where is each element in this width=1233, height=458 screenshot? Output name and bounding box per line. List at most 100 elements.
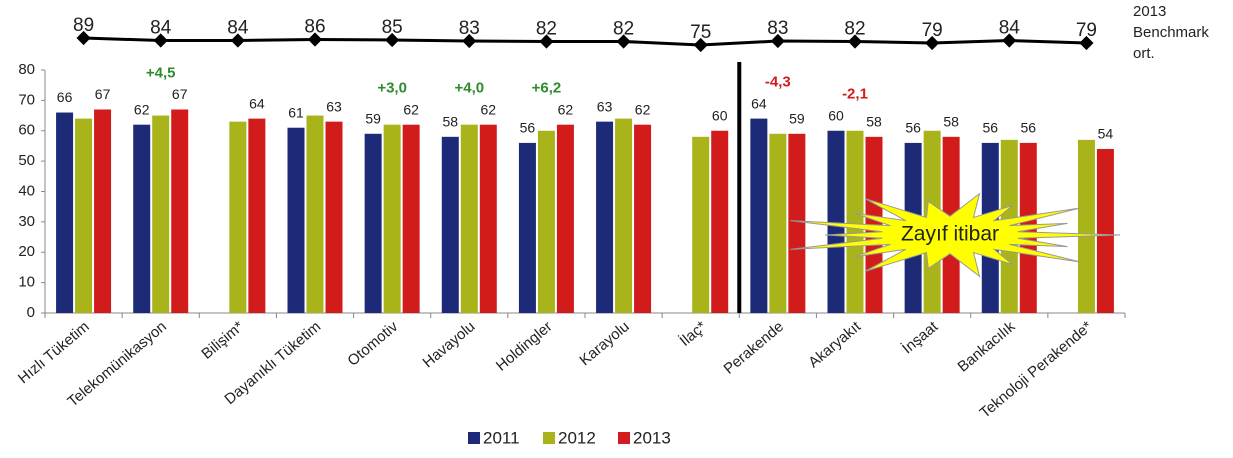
data-label: 60 xyxy=(828,107,844,123)
benchmark-label: 86 xyxy=(304,17,325,38)
data-label: 62 xyxy=(480,101,496,117)
x-tick-label: İlaç* xyxy=(676,317,710,350)
data-label: 66 xyxy=(57,89,73,105)
data-label: 62 xyxy=(134,101,150,117)
x-tick-label-group: Bankacılık xyxy=(954,318,1018,376)
benchmark-marker xyxy=(539,34,554,49)
x-tick-label-group: İlaç* xyxy=(676,317,710,350)
bar xyxy=(75,118,93,313)
benchmark-label: 89 xyxy=(73,15,94,36)
x-tick-label-group: Karayolu xyxy=(576,318,632,369)
data-label: 61 xyxy=(288,104,304,120)
data-label: 62 xyxy=(635,101,651,117)
benchmark-marker xyxy=(1079,35,1094,51)
x-tick-label-group: Havayolu xyxy=(420,318,479,371)
callout-text: Zayıf itibar xyxy=(901,223,999,246)
bar xyxy=(133,124,151,313)
benchmark-name-line: ort. xyxy=(1133,45,1155,62)
bar xyxy=(402,124,420,313)
bar xyxy=(248,118,266,313)
benchmark-name-line: Benchmark xyxy=(1133,24,1209,41)
legend-swatch xyxy=(468,432,480,444)
data-label: 63 xyxy=(326,98,342,114)
data-label: 59 xyxy=(789,110,805,126)
data-label: 56 xyxy=(905,120,921,136)
benchmark-label: 84 xyxy=(150,18,172,39)
bar xyxy=(325,121,343,313)
bar xyxy=(56,112,74,314)
legend-swatch xyxy=(543,432,555,444)
y-tick-label: 70 xyxy=(18,91,35,108)
bar xyxy=(537,130,555,313)
x-tick-label: Hızlı Tüketim xyxy=(15,318,93,387)
bar xyxy=(634,124,652,313)
data-label: 62 xyxy=(558,101,574,117)
bar xyxy=(518,142,536,313)
benchmark-label: 83 xyxy=(459,18,480,39)
x-tick-label-group: Bilişim* xyxy=(198,318,247,363)
x-tick-label-group: Otomotiv xyxy=(344,318,401,370)
annotation: -4,3 xyxy=(765,74,791,91)
bar xyxy=(1077,139,1095,313)
legend-swatch xyxy=(618,432,630,444)
bar xyxy=(229,121,247,313)
annotation: +4,5 xyxy=(146,64,176,81)
bar xyxy=(152,115,170,313)
benchmark-label: 85 xyxy=(382,17,403,38)
benchmark-marker xyxy=(616,34,631,49)
x-tick-label-group: İnşaat xyxy=(898,317,942,358)
x-tick-label: Holdingler xyxy=(493,318,556,374)
bar xyxy=(94,109,112,313)
data-label: 67 xyxy=(95,86,111,102)
x-tick-label-group: Hızlı Tüketim xyxy=(15,318,93,387)
bar xyxy=(596,121,614,313)
bar xyxy=(769,133,787,313)
data-label: 60 xyxy=(712,107,728,123)
bar xyxy=(556,124,574,313)
bar xyxy=(788,133,806,313)
data-label: 56 xyxy=(982,120,998,136)
bar xyxy=(846,130,864,313)
bar xyxy=(460,124,478,313)
data-label: 56 xyxy=(520,120,536,136)
bar xyxy=(441,136,459,313)
bar xyxy=(383,124,401,313)
benchmark-label: 79 xyxy=(1076,20,1097,41)
bar xyxy=(1096,148,1114,313)
benchmark-marker xyxy=(307,32,323,47)
benchmark-label: 75 xyxy=(690,22,711,43)
benchmark-marker xyxy=(385,32,400,48)
bar xyxy=(750,118,768,313)
bar xyxy=(827,130,845,313)
x-tick-label: Bankacılık xyxy=(954,318,1018,376)
data-label: 58 xyxy=(943,114,959,130)
y-tick-label: 80 xyxy=(18,61,35,78)
benchmark-label: 84 xyxy=(999,18,1021,39)
data-label: 64 xyxy=(249,95,265,111)
legend-label: 2011 xyxy=(483,428,520,447)
benchmark-marker xyxy=(462,33,477,49)
benchmark-marker xyxy=(1002,33,1017,48)
y-tick-label: 20 xyxy=(18,243,35,260)
data-label: 67 xyxy=(172,86,188,102)
x-tick-label-group: Perakende xyxy=(720,318,787,378)
x-tick-label: İnşaat xyxy=(898,317,942,358)
benchmark-label: 82 xyxy=(536,19,557,40)
benchmark-marker xyxy=(847,34,863,49)
annotation: +6,2 xyxy=(532,80,562,97)
x-tick-label: Akaryakıt xyxy=(805,318,864,372)
x-tick-label: Bilişim* xyxy=(198,318,247,363)
bar xyxy=(306,115,324,313)
data-label: 64 xyxy=(751,95,767,111)
benchmark-name: 2013 Benchmark ort. xyxy=(1133,3,1209,62)
data-label: 56 xyxy=(1020,120,1036,136)
benchmark-line xyxy=(83,36,1087,47)
data-label: 59 xyxy=(365,110,381,126)
benchmark-label: 79 xyxy=(922,20,943,41)
bar xyxy=(287,127,305,314)
y-tick-label: 60 xyxy=(18,122,35,139)
x-tick-label-group: Holdingler xyxy=(493,318,556,374)
annotation: -2,1 xyxy=(842,86,868,103)
benchmark-label: 82 xyxy=(844,19,865,40)
